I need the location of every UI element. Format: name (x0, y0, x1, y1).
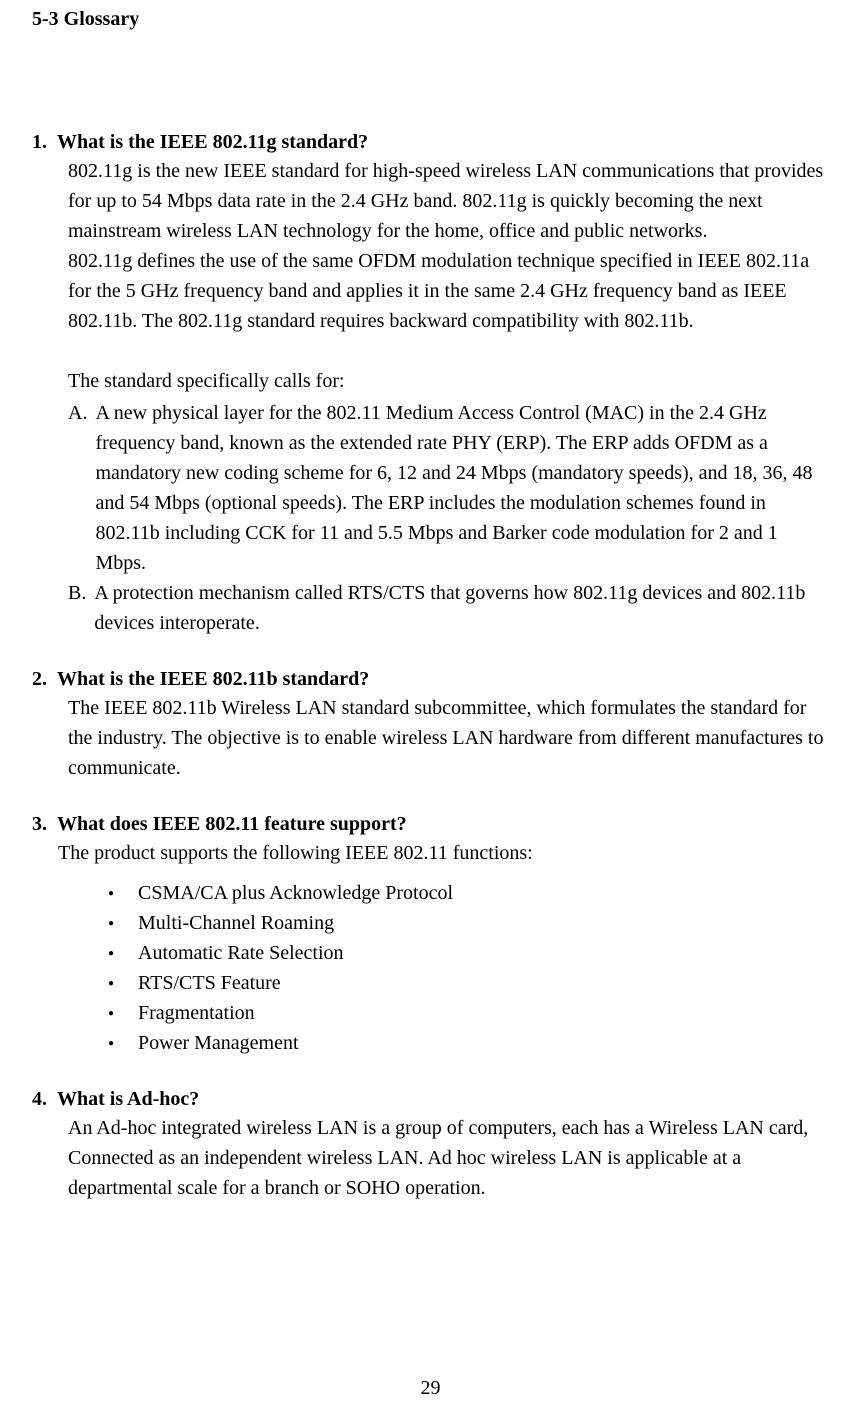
question-3-bullet-1: CSMA/CA plus Acknowledge Protocol (108, 878, 843, 908)
question-1-subitem-a: A. A new physical layer for the 802.11 M… (68, 398, 833, 578)
question-3-intro: The product supports the following IEEE … (58, 838, 843, 868)
question-1: 1. What is the IEEE 802.11g standard? 80… (32, 131, 843, 638)
question-4-number: 4. (32, 1088, 47, 1111)
section-title: 5-3 Glossary (32, 8, 843, 31)
question-3: 3. What does IEEE 802.11 feature support… (32, 813, 843, 1058)
question-3-bullet-6: Power Management (108, 1028, 843, 1058)
question-1-paragraph-2: 802.11g defines the use of the same OFDM… (68, 246, 831, 336)
question-3-bullet-2: Multi-Channel Roaming (108, 908, 843, 938)
question-4-title: What is Ad-hoc? (57, 1088, 199, 1111)
question-3-intro-text: The product supports the following IEEE … (58, 838, 831, 868)
question-4-header: 4. What is Ad-hoc? (32, 1088, 843, 1111)
page-number: 29 (421, 1377, 441, 1400)
question-3-header: 3. What does IEEE 802.11 feature support… (32, 813, 843, 836)
question-1-subitem-a-text: A new physical layer for the 802.11 Medi… (95, 398, 833, 578)
question-3-number: 3. (32, 813, 47, 836)
question-3-bullet-list: CSMA/CA plus Acknowledge Protocol Multi-… (108, 878, 843, 1058)
question-1-sub-intro: The standard specifically calls for: (68, 366, 843, 396)
question-2-answer: The IEEE 802.11b Wireless LAN standard s… (68, 693, 843, 783)
question-2-header: 2. What is the IEEE 802.11b standard? (32, 668, 843, 691)
question-4: 4. What is Ad-hoc? An Ad-hoc integrated … (32, 1088, 843, 1203)
question-1-subitem-a-label: A. (68, 398, 87, 428)
question-2-number: 2. (32, 668, 47, 691)
question-2-paragraph-1: The IEEE 802.11b Wireless LAN standard s… (68, 693, 831, 783)
question-1-answer: 802.11g is the new IEEE standard for hig… (68, 156, 843, 336)
question-1-subitem-b-text: A protection mechanism called RTS/CTS th… (94, 578, 833, 638)
question-1-subitem-b: B. A protection mechanism called RTS/CTS… (68, 578, 833, 638)
question-1-title: What is the IEEE 802.11g standard? (57, 131, 368, 154)
question-2: 2. What is the IEEE 802.11b standard? Th… (32, 668, 843, 783)
question-1-subitem-b-label: B. (68, 578, 86, 608)
question-2-title: What is the IEEE 802.11b standard? (57, 668, 369, 691)
question-1-paragraph-1: 802.11g is the new IEEE standard for hig… (68, 156, 831, 246)
question-4-answer: An Ad-hoc integrated wireless LAN is a g… (68, 1113, 843, 1203)
question-4-paragraph-1: An Ad-hoc integrated wireless LAN is a g… (68, 1113, 831, 1203)
question-1-number: 1. (32, 131, 47, 154)
question-3-bullet-3: Automatic Rate Selection (108, 938, 843, 968)
question-3-title: What does IEEE 802.11 feature support? (57, 813, 407, 836)
question-1-header: 1. What is the IEEE 802.11g standard? (32, 131, 843, 154)
question-1-sublist: A. A new physical layer for the 802.11 M… (68, 398, 843, 638)
question-3-bullet-4: RTS/CTS Feature (108, 968, 843, 998)
question-3-bullet-5: Fragmentation (108, 998, 843, 1028)
